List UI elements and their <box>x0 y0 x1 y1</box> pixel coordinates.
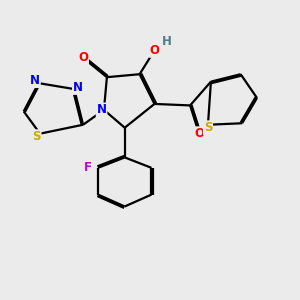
Text: S: S <box>32 130 41 143</box>
Text: O: O <box>194 127 204 140</box>
Text: S: S <box>204 121 212 134</box>
Text: N: N <box>30 74 40 87</box>
Text: H: H <box>161 35 171 48</box>
Text: N: N <box>97 103 106 116</box>
Text: F: F <box>84 161 92 174</box>
Text: O: O <box>78 51 88 64</box>
Text: N: N <box>73 81 83 94</box>
Text: O: O <box>149 44 160 57</box>
